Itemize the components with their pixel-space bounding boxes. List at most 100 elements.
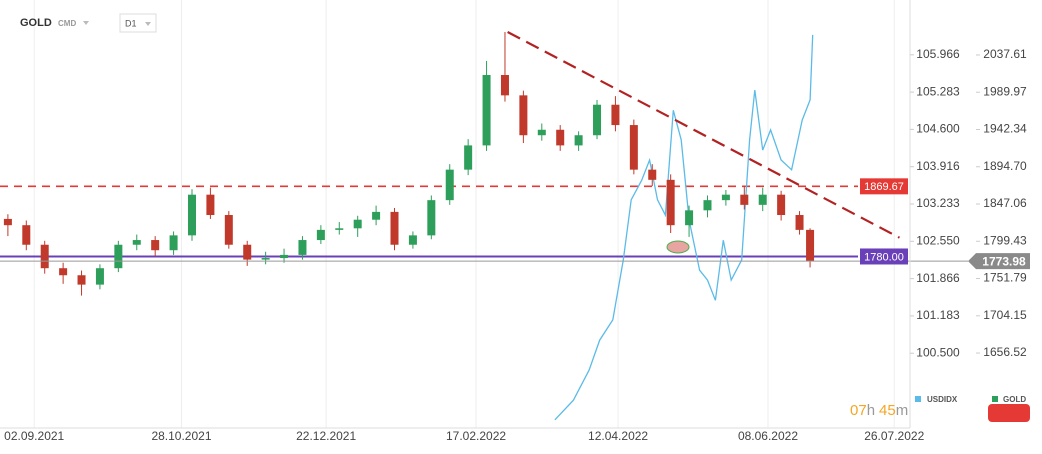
candle-body (482, 75, 491, 146)
y2-tick-label: 101.183 (916, 308, 960, 322)
timer: 07h 45m (850, 402, 908, 419)
candle-body (22, 225, 31, 245)
y-tick-label: 1894.70 (983, 159, 1027, 173)
last-price-label: 1773.98 (982, 254, 1026, 268)
y-tick-label: 1799.43 (983, 233, 1027, 247)
candle-body (95, 268, 104, 285)
y-tick-label: 1942.34 (983, 122, 1027, 136)
candle-body (408, 235, 417, 245)
interval[interactable]: D1 (125, 18, 137, 28)
candle-body (777, 194, 786, 216)
y2-tick-label: 105.966 (916, 47, 960, 61)
x-tick-label: 26.07.2022 (864, 429, 924, 443)
candle-body (629, 125, 638, 170)
highlight-ellipse (666, 240, 690, 254)
x-tick-label: 12.04.2022 (588, 429, 648, 443)
candle-body (593, 104, 602, 136)
series-line (554, 34, 814, 421)
candle-body (427, 200, 436, 236)
candle-body (243, 244, 252, 260)
candle-body (280, 254, 289, 259)
candle-body (40, 244, 49, 269)
y2-tick-label: 101.866 (916, 271, 960, 285)
candle-body (132, 240, 141, 245)
y-tick-label: 2037.61 (983, 47, 1027, 61)
legend-label: USDIDX (927, 395, 958, 404)
y2-tick-label: 100.500 (916, 345, 960, 359)
level-label: 1780.00 (864, 251, 904, 263)
interval-dropdown (145, 22, 151, 26)
timer-h: h (867, 402, 875, 419)
symbol-dropdown[interactable] (83, 21, 89, 25)
candle-body (556, 129, 565, 146)
candle-body (795, 215, 804, 230)
level-label-box (860, 178, 908, 195)
candle-body (224, 215, 233, 245)
candle-body (3, 218, 12, 226)
legend-swatch (992, 396, 998, 402)
y2-tick-label: 103.916 (916, 159, 960, 173)
candle-body (648, 169, 657, 180)
y2-tick-label: 103.233 (916, 196, 960, 210)
candle-body (169, 235, 178, 251)
candle-body (464, 145, 473, 170)
timer-m: m (896, 402, 909, 419)
candle-body (187, 194, 196, 236)
candle-body (758, 194, 767, 205)
candle-body (372, 211, 381, 220)
level-label: 1869.67 (864, 181, 904, 193)
y2-tick-label: 105.283 (916, 84, 960, 98)
candle-body (445, 169, 454, 201)
candle-body (685, 210, 694, 226)
interval-box[interactable] (119, 13, 157, 33)
candle-body (721, 194, 730, 201)
candle-body (114, 244, 123, 269)
candle-body (519, 95, 528, 136)
y-tick-label: 1989.97 (983, 84, 1027, 98)
candle-body (574, 135, 583, 146)
legend-label: GOLD (1003, 395, 1026, 404)
candle-body (611, 104, 620, 126)
timer-hours: 07 (850, 402, 867, 419)
candle-body (261, 258, 270, 260)
x-tick-label: 08.06.2022 (738, 429, 798, 443)
market: CMD (58, 19, 76, 28)
candle-body (77, 275, 86, 285)
trendline (507, 31, 900, 239)
candle-body (806, 229, 815, 262)
y-tick-label: 1751.79 (983, 271, 1027, 285)
legend-swatch (915, 396, 921, 402)
y2-tick-label: 102.550 (916, 233, 960, 247)
x-tick-label: 22.12.2021 (296, 429, 356, 443)
timer-minutes: 45 (879, 402, 896, 419)
action-button[interactable] (988, 404, 1030, 422)
x-tick-label: 17.02.2022 (446, 429, 506, 443)
candle-body (500, 75, 509, 96)
x-tick-label: 02.09.2021 (4, 429, 64, 443)
y-tick-label: 1847.06 (983, 196, 1027, 210)
last-price-tag (968, 253, 1030, 270)
candle-body (151, 240, 160, 251)
x-tick-label: 28.10.2021 (151, 429, 211, 443)
candle-body (206, 194, 215, 216)
y2-tick-label: 104.600 (916, 122, 960, 136)
candle-body (740, 194, 749, 205)
candle-body (316, 229, 325, 241)
plot (0, 0, 968, 428)
candle-body (335, 228, 344, 230)
candle-body (59, 268, 68, 276)
candle-body (298, 240, 307, 255)
candle-body (703, 200, 712, 211)
labels: 02.09.2021 28.10.2021 22.12.2021 17.02.2022… (4, 47, 1030, 443)
y-tick-label: 1704.15 (983, 308, 1027, 322)
candle-body (390, 211, 399, 245)
level-label-box (860, 248, 908, 265)
candle-body (666, 179, 675, 226)
symbol[interactable]: GOLD (20, 17, 52, 29)
candle-body (537, 129, 546, 136)
candle-body (353, 219, 362, 229)
y-tick-label: 1656.52 (983, 345, 1027, 359)
